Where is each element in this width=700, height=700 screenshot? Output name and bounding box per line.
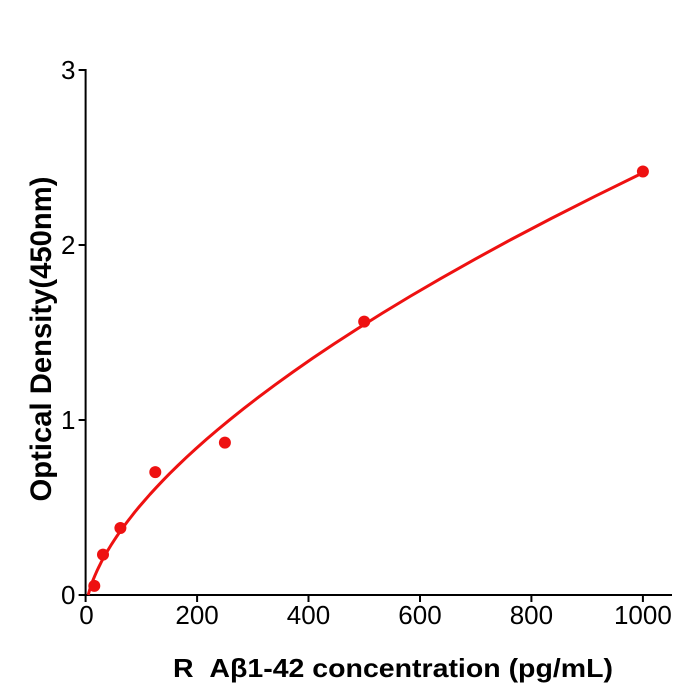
svg-text:0: 0 (61, 580, 75, 610)
svg-text:800: 800 (510, 600, 553, 630)
svg-text:0: 0 (79, 600, 93, 630)
svg-text:1: 1 (61, 405, 75, 435)
svg-text:R Aβ1-42 concentration (pg/mL: R Aβ1-42 concentration (pg/mL) (173, 653, 613, 683)
svg-text:2: 2 (61, 230, 75, 260)
svg-text:3: 3 (61, 55, 75, 85)
svg-text:400: 400 (287, 600, 330, 630)
svg-text:200: 200 (175, 600, 218, 630)
svg-text:Optical Density(450nm): Optical Density(450nm) (25, 177, 58, 502)
svg-text:1000: 1000 (614, 600, 672, 630)
svg-text:600: 600 (398, 600, 441, 630)
